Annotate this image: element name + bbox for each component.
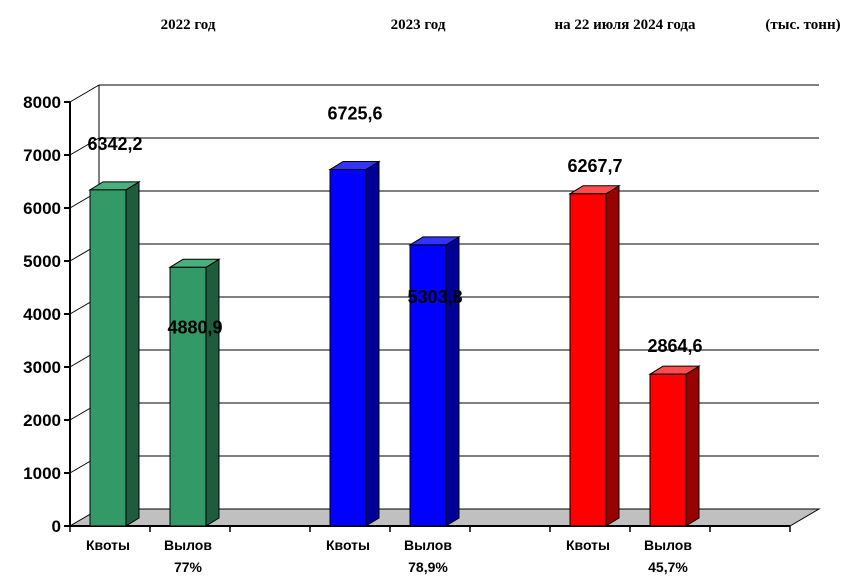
data-label: 6267,7 xyxy=(567,156,622,176)
y-tick-label: 4000 xyxy=(23,305,61,324)
data-label: 4880,9 xyxy=(167,317,222,337)
y-tick-label: 3000 xyxy=(23,358,61,377)
gridline-side xyxy=(69,137,100,156)
bar xyxy=(329,169,367,527)
y-tick-label: 0 xyxy=(52,517,61,536)
x-category-sublabel: 45,7% xyxy=(648,559,688,575)
data-label: 6342,2 xyxy=(87,134,142,154)
y-tick-label: 6000 xyxy=(23,199,61,218)
bar-side xyxy=(685,365,700,527)
y-tick-label: 1000 xyxy=(23,464,61,483)
y-tick-label: 5000 xyxy=(23,252,61,271)
x-category-label: Вылов xyxy=(644,537,692,553)
y-tick-label: 7000 xyxy=(23,146,61,165)
x-category-label: Вылов xyxy=(164,537,212,553)
x-category-sublabel: 77% xyxy=(174,559,203,575)
bar-side xyxy=(445,236,460,527)
plot-area: 0 1000 2000 3000 4000 5000 6000 7000 8000 6342,2 К… xyxy=(23,84,821,575)
x-category-label: Квоты xyxy=(326,537,370,553)
units-label: (тыс. тонн) xyxy=(765,17,840,33)
x-category-label: Вылов xyxy=(404,537,452,553)
bar-side xyxy=(365,160,380,527)
bar xyxy=(569,193,607,527)
data-label: 6725,6 xyxy=(327,104,382,124)
x-category-label: Квоты xyxy=(566,537,610,553)
bar xyxy=(409,244,447,527)
bar xyxy=(169,266,207,527)
group-title-2024: на 22 июля 2024 года xyxy=(555,17,696,33)
y-tick-label: 2000 xyxy=(23,411,61,430)
group-title-2023: 2023 год xyxy=(391,17,446,33)
data-label: 5303,8 xyxy=(407,287,462,307)
bar-side xyxy=(125,180,140,527)
bar xyxy=(89,189,127,527)
gridline-side xyxy=(69,84,100,103)
data-label: 2864,6 xyxy=(647,336,702,356)
bar xyxy=(649,373,687,527)
y-tick-label: 8000 xyxy=(23,93,61,112)
bar-side xyxy=(205,258,220,527)
x-category-sublabel: 78,9% xyxy=(408,559,448,575)
bar-side xyxy=(605,184,620,527)
x-category-label: Квоты xyxy=(86,537,130,553)
group-title-2022: 2022 год xyxy=(161,17,216,33)
